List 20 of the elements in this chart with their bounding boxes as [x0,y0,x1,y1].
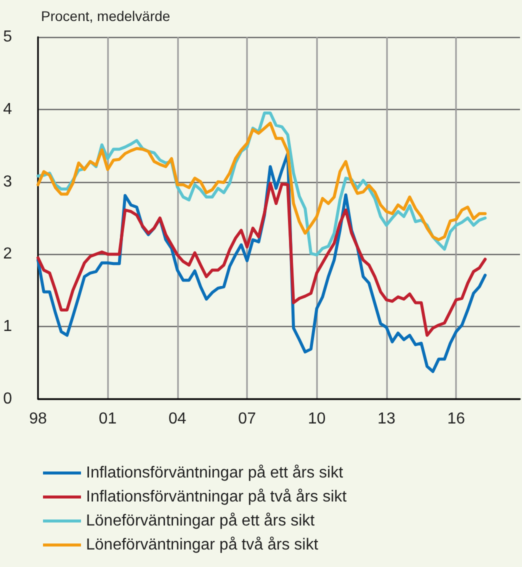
y-tick-label: 3 [3,173,12,190]
line-series [36,182,487,337]
y-tick-label: 4 [3,100,12,118]
x-tick-label: 16 [447,410,466,428]
legend-label: Inflationsförväntningar på ett års sikt [86,464,344,482]
y-tick-label: 0 [3,390,12,408]
legend-label: Inflationsförväntningar på två års sikt [86,488,348,506]
x-tick-label: 98 [29,410,47,428]
y-tick-label: 5 [3,28,12,46]
x-tick-label: 07 [238,410,256,428]
y-tick-label: 1 [3,318,12,336]
x-tick-label: 13 [378,410,396,428]
x-tick-label: 01 [98,410,117,428]
legend-label: Löneförväntningar på två års sikt [86,536,319,554]
x-tick-label: 10 [308,410,326,428]
x-tick-label: 04 [168,410,186,428]
y-tick-label: 2 [3,246,12,263]
line-series [36,122,487,242]
legend-label: Löneförväntningar på ett års sikt [86,512,316,530]
y-axis-title: Procent, medelvärde [41,8,170,24]
